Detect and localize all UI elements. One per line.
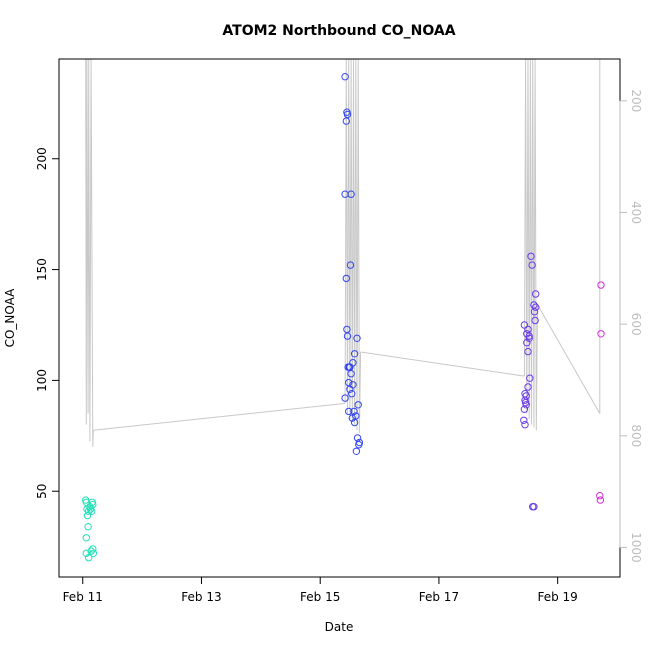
data-point-s3-3 (596, 496, 605, 504)
data-point-s0-16 (89, 545, 97, 553)
data-point-s2-23 (521, 421, 529, 429)
data-point-s0-12 (82, 534, 91, 542)
data-point-s2-22 (520, 416, 528, 424)
data-point-s2-21 (520, 405, 529, 413)
profile-line-0 (85, 59, 94, 447)
y2-tick-label: 800 (629, 424, 643, 447)
profile-line-3 (360, 351, 525, 377)
y2-tick-label: 1000 (629, 532, 643, 563)
data-point-s2-17 (524, 383, 532, 391)
data-point-s1-21 (341, 394, 349, 402)
data-point-s2-13 (524, 347, 532, 356)
data-point-s1-28 (353, 434, 362, 442)
data-point-s3-2 (596, 492, 604, 500)
data-point-s2-6 (530, 308, 539, 316)
data-point-s1-31 (355, 441, 363, 449)
y-axis-right: 200 400 600 800 1000 (619, 89, 643, 563)
y2-tick-label: 400 (629, 201, 643, 224)
data-point-s1-7 (346, 261, 355, 269)
data-point-s1-11 (350, 350, 359, 358)
data-point-s1-30 (352, 447, 361, 455)
data-point-s0-14 (87, 547, 95, 555)
data-point-s1-14 (347, 370, 355, 378)
y2-tick-label: 600 (629, 313, 643, 336)
x-axis-label: Date (325, 620, 354, 634)
y-axis-left: 50 100 150 200 (35, 147, 60, 499)
data-point-s1-27 (350, 418, 359, 427)
data-point-s1-25 (354, 401, 362, 409)
data-point-s0-10 (89, 500, 97, 509)
data-point-s2-14 (526, 374, 534, 382)
x-tick-label: Feb 13 (181, 590, 221, 604)
data-point-s2-2 (532, 290, 540, 298)
data-point-s1-2 (342, 117, 350, 125)
y-tick-label: 50 (35, 484, 49, 499)
x-tick-label: Feb 11 (63, 590, 103, 604)
profile-line-2 (344, 59, 362, 434)
data-point-s2-9 (525, 332, 533, 340)
y-tick-label: 200 (35, 147, 49, 170)
data-point-s2-1 (528, 261, 536, 269)
profile-lines (85, 59, 601, 447)
data-point-s3-1 (597, 330, 605, 338)
data-point-s2-3 (532, 303, 540, 311)
data-point-s1-3 (343, 110, 352, 119)
data-point-s1-22 (345, 407, 353, 416)
data-point-s1-26 (348, 414, 356, 422)
data-point-s2-7 (520, 321, 529, 329)
profile-line-1 (93, 402, 346, 431)
data-point-s2-11 (525, 334, 533, 342)
data-point-s2-0 (527, 252, 535, 260)
data-point-s2-10 (523, 330, 531, 338)
data-point-s1-0 (341, 73, 349, 81)
data-point-s0-3 (83, 511, 92, 520)
data-point-s0-11 (89, 549, 98, 557)
y-axis-label: CO_NOAA (3, 288, 17, 348)
data-point-s2-8 (524, 325, 532, 334)
data-points (82, 73, 605, 562)
data-point-s1-16 (353, 334, 361, 342)
y-tick-label: 150 (35, 258, 49, 281)
profile-line-5 (537, 304, 601, 414)
x-tick-label: Feb 15 (300, 590, 340, 604)
data-point-s2-19 (521, 396, 529, 404)
data-point-s2-25 (530, 503, 538, 511)
data-point-s0-5 (85, 507, 93, 515)
x-tick-label: Feb 17 (419, 590, 459, 604)
x-tick-label: Feb 19 (537, 590, 577, 604)
data-point-s1-9 (343, 332, 352, 340)
y-tick-label: 100 (35, 369, 49, 392)
data-point-s0-4 (84, 523, 92, 531)
data-point-s1-5 (347, 190, 355, 198)
data-point-s2-20 (522, 401, 530, 409)
y2-tick-label: 200 (629, 89, 643, 112)
data-point-s0-15 (82, 549, 91, 557)
data-point-s1-19 (346, 385, 354, 393)
data-point-s1-23 (350, 407, 358, 416)
data-point-s1-20 (348, 390, 356, 398)
data-point-s2-12 (523, 339, 531, 347)
chart-title: ATOM2 Northbound CO_NOAA (222, 23, 455, 39)
x-axis: Feb 11 Feb 13 Feb 15 Feb 17 Feb 19 (63, 576, 578, 604)
data-point-s2-5 (531, 316, 539, 325)
data-point-s1-6 (342, 274, 350, 283)
data-point-s0-13 (85, 554, 93, 562)
data-point-s1-17 (345, 363, 353, 371)
data-point-s3-0 (597, 281, 605, 289)
